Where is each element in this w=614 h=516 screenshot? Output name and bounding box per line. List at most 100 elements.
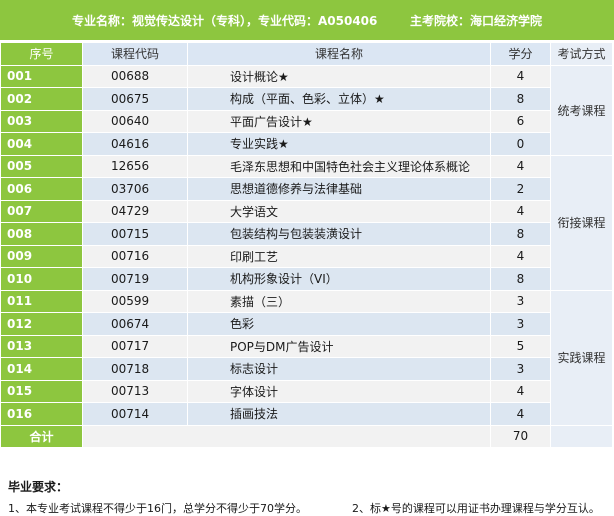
total-row: 合计 70 xyxy=(0,424,613,448)
header-code: 课程代码 xyxy=(82,42,188,66)
total-label: 合计 xyxy=(0,424,83,448)
row-code: 00599 xyxy=(82,289,188,313)
row-name: 机构形象设计（VI） xyxy=(187,267,491,291)
row-seq: 002 xyxy=(0,87,83,111)
row-seq: 015 xyxy=(0,379,83,403)
row-credit: 2 xyxy=(490,177,551,201)
row-credit: 3 xyxy=(490,357,551,381)
requirements-title: 毕业要求： xyxy=(8,480,69,494)
major-info: 专业名称：视觉传达设计（专科），专业代码：A050406 xyxy=(72,14,378,28)
header-seq: 序号 xyxy=(0,42,83,66)
row-credit: 3 xyxy=(490,289,551,313)
row-credit: 4 xyxy=(490,244,551,268)
table-row: 012 00674 色彩 3 xyxy=(0,312,613,336)
header-credit: 学分 xyxy=(490,42,551,66)
header-exam: 考试方式 xyxy=(550,42,613,66)
row-seq: 016 xyxy=(0,402,83,426)
row-credit: 8 xyxy=(490,87,551,111)
row-code: 00688 xyxy=(82,64,188,88)
row-seq: 014 xyxy=(0,357,83,381)
row-code: 00675 xyxy=(82,87,188,111)
row-name: 平面广告设计★ xyxy=(187,109,491,133)
row-credit: 8 xyxy=(490,267,551,291)
table-row: 004 04616 专业实践★ 0 xyxy=(0,132,613,156)
table-row: 006 03706 思想道德修养与法律基础 2 xyxy=(0,177,613,201)
row-name: 大学语文 xyxy=(187,199,491,223)
total-blank xyxy=(82,424,491,448)
table-row: 014 00718 标志设计 3 xyxy=(0,357,613,381)
row-code: 00718 xyxy=(82,357,188,381)
school-info: 主考院校：海口经济学院 xyxy=(410,14,543,28)
row-credit: 4 xyxy=(490,64,551,88)
row-code: 00640 xyxy=(82,109,188,133)
row-code: 00713 xyxy=(82,379,188,403)
row-name: 标志设计 xyxy=(187,357,491,381)
row-code: 12656 xyxy=(82,154,188,178)
row-credit: 4 xyxy=(490,154,551,178)
header-name: 课程名称 xyxy=(187,42,491,66)
row-seq: 003 xyxy=(0,109,83,133)
table-row: 008 00715 包装结构与包装装潢设计 8 xyxy=(0,222,613,246)
row-credit: 8 xyxy=(490,222,551,246)
table-row: 009 00716 印刷工艺 4 xyxy=(0,244,613,268)
row-name: 色彩 xyxy=(187,312,491,336)
requirement-1: 1、本专业考试课程不得少于16门，总学分不得少于70学分。 xyxy=(8,502,307,515)
row-credit: 6 xyxy=(490,109,551,133)
table-row: 013 00717 POP与DM广告设计 5 xyxy=(0,334,613,358)
row-code: 00717 xyxy=(82,334,188,358)
row-credit: 4 xyxy=(490,379,551,403)
table-header-row: 序号 课程代码 课程名称 学分 考试方式 xyxy=(0,42,613,66)
row-credit: 4 xyxy=(490,199,551,223)
row-name: 设计概论★ xyxy=(187,64,491,88)
row-name: 专业实践★ xyxy=(187,132,491,156)
row-code: 04616 xyxy=(82,132,188,156)
row-name: 印刷工艺 xyxy=(187,244,491,268)
row-code: 04729 xyxy=(82,199,188,223)
row-seq: 001 xyxy=(0,64,83,88)
row-seq: 011 xyxy=(0,289,83,313)
table-row: 001 00688 设计概论★ 4 统考课程 xyxy=(0,64,613,156)
row-name: 字体设计 xyxy=(187,379,491,403)
row-name: 构成（平面、色彩、立体）★ xyxy=(187,87,491,111)
table-row: 011 00599 素描（三） 3 实践课程 xyxy=(0,289,613,426)
row-seq: 008 xyxy=(0,222,83,246)
row-code: 03706 xyxy=(82,177,188,201)
table-row: 016 00714 插画技法 4 xyxy=(0,402,613,426)
total-value: 70 xyxy=(490,424,551,448)
row-credit: 0 xyxy=(490,132,551,156)
row-credit: 3 xyxy=(490,312,551,336)
row-name: 插画技法 xyxy=(187,402,491,426)
table-row: 007 04729 大学语文 4 xyxy=(0,199,613,223)
row-seq: 006 xyxy=(0,177,83,201)
table-row: 015 00713 字体设计 4 xyxy=(0,379,613,403)
total-exam-blank xyxy=(550,424,613,448)
row-code: 00719 xyxy=(82,267,188,291)
exam-group-unified: 统考课程 xyxy=(550,64,613,156)
row-seq: 010 xyxy=(0,267,83,291)
table-row: 003 00640 平面广告设计★ 6 xyxy=(0,109,613,133)
row-seq: 004 xyxy=(0,132,83,156)
row-name: POP与DM广告设计 xyxy=(187,334,491,358)
row-code: 00715 xyxy=(82,222,188,246)
page-header: 专业名称：视觉传达设计（专科），专业代码：A050406 主考院校：海口经济学院 xyxy=(0,0,614,40)
exam-group-practice: 实践课程 xyxy=(550,289,613,426)
table-row: 002 00675 构成（平面、色彩、立体）★ 8 xyxy=(0,87,613,111)
row-seq: 009 xyxy=(0,244,83,268)
row-credit: 4 xyxy=(490,402,551,426)
row-name: 素描（三） xyxy=(187,289,491,313)
row-seq: 013 xyxy=(0,334,83,358)
row-seq: 005 xyxy=(0,154,83,178)
row-name: 包装结构与包装装潢设计 xyxy=(187,222,491,246)
row-seq: 012 xyxy=(0,312,83,336)
row-name: 思想道德修养与法律基础 xyxy=(187,177,491,201)
table-row: 005 12656 毛泽东思想和中国特色社会主义理论体系概论 4 衔接课程 xyxy=(0,154,613,291)
row-code: 00674 xyxy=(82,312,188,336)
row-code: 00714 xyxy=(82,402,188,426)
requirement-2: 2、标★号的课程可以用证书办理课程与学分互认。 xyxy=(352,502,600,515)
table-row: 010 00719 机构形象设计（VI） 8 xyxy=(0,267,613,291)
row-code: 00716 xyxy=(82,244,188,268)
row-credit: 5 xyxy=(490,334,551,358)
row-name: 毛泽东思想和中国特色社会主义理论体系概论 xyxy=(187,154,491,178)
course-table: 序号 课程代码 课程名称 学分 考试方式 001 00688 设计概论★ 4 统… xyxy=(0,42,613,448)
exam-group-bridge: 衔接课程 xyxy=(550,154,613,291)
